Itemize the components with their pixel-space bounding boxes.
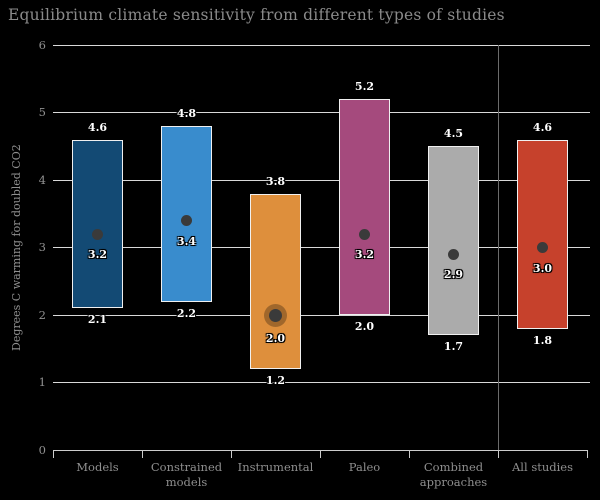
category-label-instrumental: Instrumental [237,460,314,474]
x-axis-tick-5 [497,450,499,458]
best-value-label-models: 3.2 [87,248,108,261]
range-bar-paleo [339,99,390,315]
best-estimate-dot-combined-approaches [448,248,459,260]
category-label-models: Models [76,460,119,474]
gridline-y2 [53,314,590,316]
best-estimate-dot-instrumental [269,308,282,322]
min-value-label-all-studies: 1.8 [532,333,553,347]
max-value-label-combined-approaches: 4.5 [443,127,464,141]
max-value-label-models: 4.6 [87,120,108,134]
max-value-label-instrumental: 3.8 [265,174,286,188]
x-axis-tick-1 [141,450,143,458]
best-value-label-paleo: 3.2 [354,248,375,261]
range-bar-combined-approaches [428,146,479,336]
category-label-paleo: Paleo [348,460,381,474]
y-tick-label-6: 6 [38,37,46,52]
x-axis-tick-0 [52,450,54,458]
range-bar-instrumental [250,193,301,369]
gridline-y3 [53,247,590,248]
x-axis-tick-6 [586,450,588,458]
separator-line [497,45,499,450]
max-value-label-constrained-models: 4.8 [176,107,197,120]
min-value-label-models: 2.1 [87,313,108,327]
max-value-label-all-studies: 4.6 [532,120,553,134]
best-value-label-all-studies: 3.0 [532,261,553,275]
best-estimate-dot-constrained-models [181,215,192,226]
max-value-label-paleo: 5.2 [354,80,375,93]
gridline-y4 [53,179,590,181]
x-axis-tick-4 [408,450,410,458]
best-estimate-dot-paleo [359,228,370,240]
category-label-all-studies: All studies [512,460,573,474]
min-value-label-paleo: 2.0 [354,320,375,333]
best-value-label-constrained-models: 3.4 [176,234,197,248]
min-value-label-combined-approaches: 1.7 [443,340,464,354]
range-bar-constrained-models [161,126,212,302]
category-label-combined-approaches: Combined approaches [419,460,488,489]
gridline-y1 [53,382,590,383]
y-tick-label-5: 5 [38,105,46,119]
y-tick-label-0: 0 [38,442,46,457]
chart-title: Equilibrium climate sensitivity from dif… [8,6,505,24]
gridline-y5 [53,112,590,113]
range-bar-all-studies [517,139,568,329]
range-bar-models [72,139,123,309]
best-estimate-dot-models [92,228,103,240]
x-axis-tick-3 [319,450,321,458]
best-value-label-combined-approaches: 2.9 [443,268,464,282]
min-value-label-instrumental: 1.2 [265,374,286,387]
best-value-label-instrumental: 2.0 [265,332,286,345]
x-axis-tick-2 [230,450,232,458]
min-value-label-constrained-models: 2.2 [176,306,197,320]
best-estimate-dot-all-studies [537,242,548,253]
y-tick-label-1: 1 [38,375,46,389]
y-tick-label-3: 3 [38,240,46,254]
y-tick-label-2: 2 [38,307,46,322]
y-tick-label-4: 4 [38,172,46,187]
gridline-y6 [53,44,590,46]
category-label-constrained-models: Constrained models [150,460,223,489]
